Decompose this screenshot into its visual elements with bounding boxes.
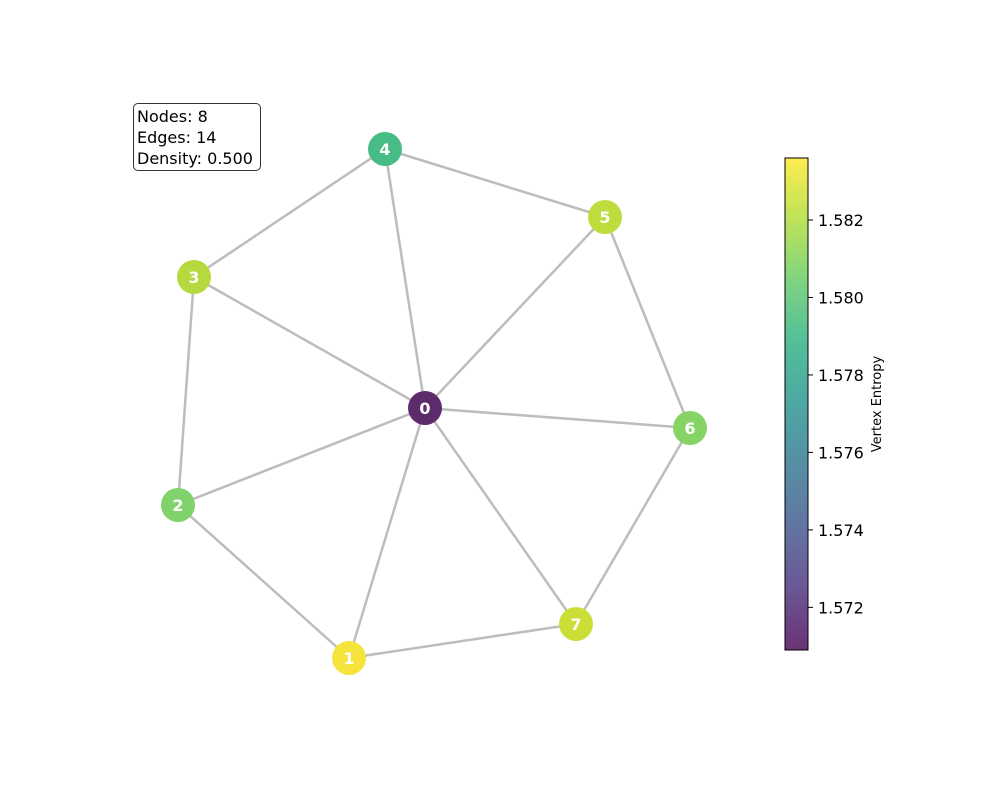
edge-0-3	[193, 275, 426, 410]
edge-0-4	[383, 148, 427, 409]
node-1: 1	[332, 641, 366, 675]
node-label-3: 3	[188, 268, 199, 287]
node-4: 4	[368, 132, 402, 166]
node-6: 6	[673, 411, 707, 445]
node-5: 5	[588, 200, 622, 234]
node-7: 7	[559, 607, 593, 641]
node-circle-2	[161, 488, 195, 522]
colorbar-tick-label-5: 1.582	[818, 211, 864, 230]
node-circle-0	[408, 391, 442, 425]
edge-0-2	[177, 406, 426, 507]
edge-6-7	[574, 427, 692, 625]
colorbar-tick-label-0: 1.572	[818, 598, 864, 617]
graph-stats-box: Nodes: 8 Edges: 14 Density: 0.500	[133, 103, 261, 171]
colorbar-tick-label-1: 1.574	[818, 521, 864, 540]
edge-7-1	[348, 622, 577, 660]
colorbar-label: Vertex Entropy	[870, 355, 885, 452]
node-label-4: 4	[379, 140, 390, 159]
colorbar-ticks: 1.572 1.574 1.576 1.578 1.580 1.582	[808, 211, 864, 617]
node-label-1: 1	[343, 649, 354, 668]
node-label-7: 7	[570, 615, 581, 634]
edge-0-7	[423, 407, 578, 625]
edge-4-5	[384, 147, 606, 219]
colorbar-tick-label-2: 1.576	[818, 443, 864, 462]
node-circle-6	[673, 411, 707, 445]
node-circle-5	[588, 200, 622, 234]
edge-1-2	[177, 504, 350, 659]
edge-2-3	[176, 276, 196, 506]
node-label-6: 6	[684, 419, 695, 438]
edge-0-5	[424, 216, 606, 409]
node-circle-3	[177, 260, 211, 294]
edge-0-6	[424, 406, 691, 430]
nodes: 0 1 2 3 4 5 6 7	[161, 132, 707, 675]
node-3: 3	[177, 260, 211, 294]
colorbar: 1.572 1.574 1.576 1.578 1.580 1.582 Vertex En…	[784, 157, 885, 651]
node-label-0: 0	[419, 399, 430, 418]
node-label-5: 5	[599, 208, 610, 227]
colorbar-tick-label-3: 1.578	[818, 366, 864, 385]
node-2: 2	[161, 488, 195, 522]
node-circle-7	[559, 607, 593, 641]
node-label-2: 2	[172, 496, 183, 515]
edge-5-6	[603, 216, 692, 429]
node-0: 0	[408, 391, 442, 425]
edges-count: Edges: 14	[137, 128, 217, 147]
node-circle-1	[332, 641, 366, 675]
colorbar-tick-label-4: 1.580	[818, 288, 864, 307]
edges	[176, 147, 692, 660]
node-circle-4	[368, 132, 402, 166]
density-value: Density: 0.500	[137, 149, 253, 168]
nodes-count: Nodes: 8	[137, 107, 208, 126]
edge-0-1	[347, 407, 427, 659]
colorbar-gradient	[784, 157, 809, 651]
edge-3-4	[193, 147, 386, 279]
